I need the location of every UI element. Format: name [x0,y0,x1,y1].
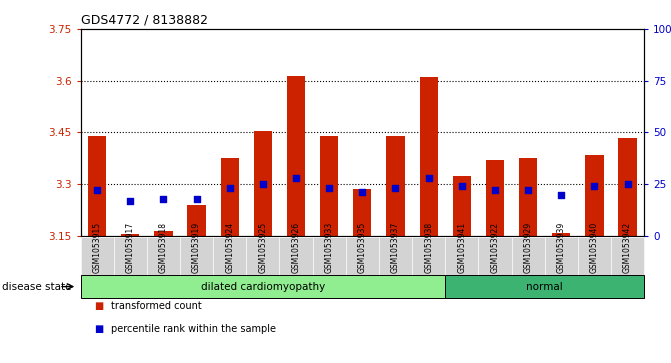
Point [324,185,335,191]
Point [390,185,401,191]
Bar [552,232,570,236]
Bar [154,231,172,236]
Text: GSM1053919: GSM1053919 [192,222,201,273]
Point [423,175,434,181]
Bar [519,158,537,236]
Bar [320,136,338,236]
Text: GDS4772 / 8138882: GDS4772 / 8138882 [81,13,207,26]
Text: GSM1053917: GSM1053917 [125,222,135,273]
Text: GSM1053926: GSM1053926 [291,222,301,273]
Text: GSM1053935: GSM1053935 [358,222,367,273]
Point [125,198,136,204]
Text: GSM1053918: GSM1053918 [159,222,168,273]
Point [92,188,103,193]
Text: GSM1053941: GSM1053941 [458,222,466,273]
Point [158,196,169,201]
Bar [88,136,106,236]
Point [357,189,368,195]
Text: transformed count: transformed count [111,301,201,311]
Bar [187,205,206,236]
Text: GSM1053924: GSM1053924 [225,222,234,273]
Text: GSM1053933: GSM1053933 [325,222,333,273]
Text: disease state: disease state [2,282,72,291]
Point [556,192,566,197]
Point [523,188,533,193]
Bar [419,77,437,236]
Text: GSM1053929: GSM1053929 [523,222,533,273]
Bar [221,158,239,236]
Bar [121,234,140,236]
Bar [486,160,504,236]
Text: GSM1053925: GSM1053925 [258,222,267,273]
Text: GSM1053922: GSM1053922 [491,222,499,273]
Point [622,182,633,187]
Text: ■: ■ [94,324,103,334]
Text: GSM1053940: GSM1053940 [590,222,599,273]
Bar [386,136,405,236]
Text: dilated cardiomyopathy: dilated cardiomyopathy [201,282,325,291]
Text: GSM1053942: GSM1053942 [623,222,632,273]
Point [191,196,202,201]
Text: ■: ■ [94,301,103,311]
Point [291,175,301,181]
Point [589,183,600,189]
Text: GSM1053939: GSM1053939 [557,222,566,273]
Bar [287,76,305,236]
Point [224,185,235,191]
Bar [453,176,471,236]
Text: GSM1053915: GSM1053915 [93,222,101,273]
Text: percentile rank within the sample: percentile rank within the sample [111,324,276,334]
Bar [254,131,272,236]
Bar [353,189,372,236]
Bar [585,155,603,236]
Point [456,183,467,189]
Text: normal: normal [526,282,563,291]
Text: GSM1053938: GSM1053938 [424,222,433,273]
Bar [619,138,637,236]
Point [490,188,501,193]
Point [258,182,268,187]
Text: GSM1053937: GSM1053937 [391,222,400,273]
